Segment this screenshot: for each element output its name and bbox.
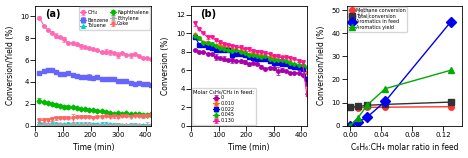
Total conversion [448, 101, 453, 103]
Aromatics yield [365, 104, 370, 106]
X-axis label: C₆H₆:CH₄ molar ratio in feed: C₆H₆:CH₄ molar ratio in feed [351, 143, 458, 152]
Total conversion [355, 106, 361, 107]
Aromatics in feed [365, 116, 370, 118]
Aromatics in feed [348, 125, 353, 127]
X-axis label: Time (min): Time (min) [228, 143, 270, 152]
Y-axis label: Conversion (%): Conversion (%) [161, 36, 170, 95]
Aromatics in feed [355, 121, 361, 123]
Methane conversion [448, 106, 453, 108]
Legend: CH$_4$, Benzene, Toluene, Naphthalene, Ethylene, Coke: CH$_4$, Benzene, Toluene, Naphthalene, E… [79, 6, 150, 30]
Line: Aromatics in feed: Aromatics in feed [347, 18, 454, 129]
Text: (c): (c) [356, 9, 371, 19]
X-axis label: Time (min): Time (min) [73, 143, 114, 152]
Methane conversion [382, 106, 388, 108]
Aromatics yield [355, 117, 361, 118]
Text: (a): (a) [44, 9, 60, 19]
Total conversion [348, 106, 353, 108]
Aromatics yield [348, 125, 353, 127]
Methane conversion [365, 106, 370, 108]
Y-axis label: Conversion/Yield (%): Conversion/Yield (%) [6, 26, 15, 105]
Line: Aromatics yield: Aromatics yield [348, 67, 453, 128]
Aromatics yield [448, 69, 453, 71]
Aromatics yield [382, 88, 388, 90]
Methane conversion [348, 106, 353, 108]
Text: (b): (b) [200, 9, 216, 19]
Total conversion [365, 104, 370, 106]
Aromatics in feed [448, 21, 453, 23]
Y-axis label: Conversion/Yield (%): Conversion/Yield (%) [317, 26, 326, 105]
Total conversion [382, 103, 388, 105]
Methane conversion [355, 107, 361, 109]
Legend: Methane conversion, Total conversion, Aromatics in feed, Aromatics yield: Methane conversion, Total conversion, Ar… [348, 6, 407, 32]
Aromatics in feed [382, 100, 388, 102]
Line: Total conversion: Total conversion [348, 99, 453, 110]
Legend: 0, 0.010, 0.022, 0.045, 0.130: 0, 0.010, 0.022, 0.045, 0.130 [192, 88, 256, 125]
Line: Methane conversion: Methane conversion [348, 104, 453, 110]
